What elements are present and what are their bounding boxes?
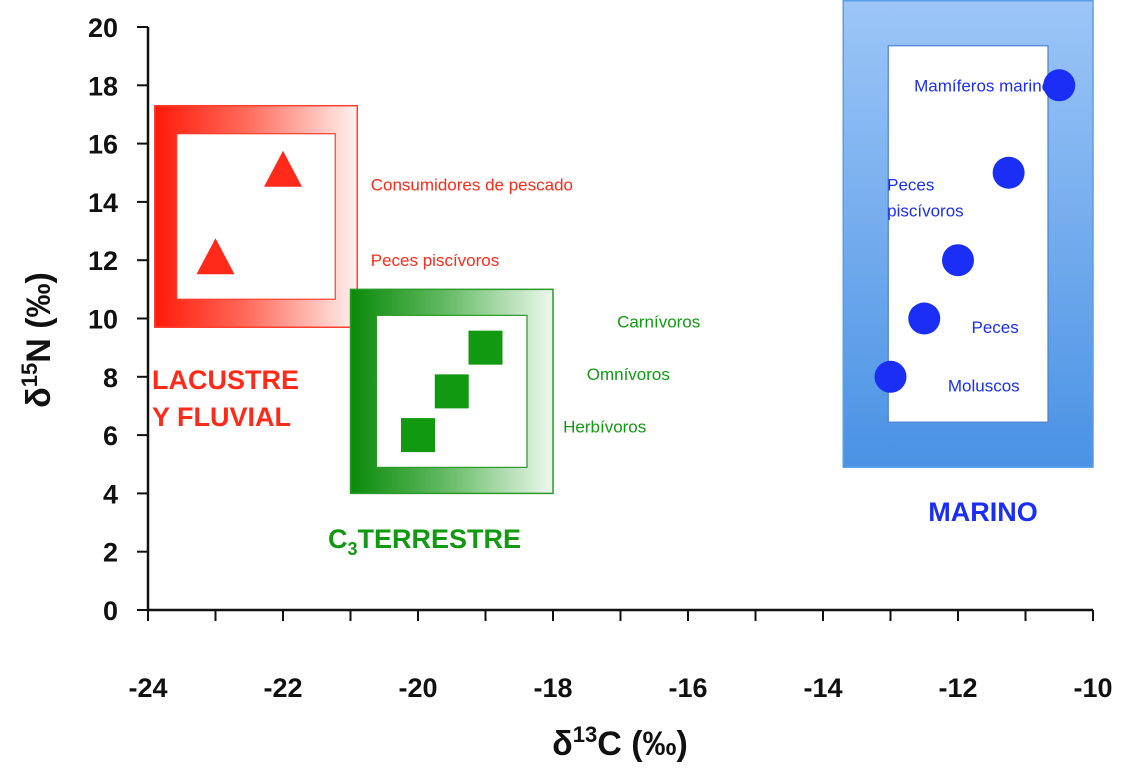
x-tick-label: -18	[533, 673, 572, 703]
circle-marker	[942, 244, 974, 277]
y-axis-title: δ15N (‰)	[17, 272, 58, 408]
x-tick-label: -12	[938, 673, 977, 703]
point-annotation: Consumidores de pescado	[371, 175, 573, 194]
group-label-c3-terrestre: C3TERRESTRE	[328, 524, 521, 559]
point-annotation: Moluscos	[948, 377, 1020, 396]
y-tick-label: 0	[103, 596, 118, 626]
axes: -24 -22 -20 -18 -16 -14 -12 -10 0 2 4 6 8 10 12 14 16 18 2…	[88, 13, 1113, 703]
point-annotation: Omnívoros	[587, 365, 670, 384]
x-tick-label: -16	[668, 673, 707, 703]
x-tick-label: -24	[128, 673, 167, 703]
group-label-marino: MARINO	[928, 497, 1038, 527]
y-tick-label: 4	[103, 479, 118, 509]
circle-marker	[1043, 69, 1076, 102]
y-tick-label: 8	[103, 363, 118, 393]
y-tick-label: 16	[88, 130, 118, 160]
point-annotation: Peces	[887, 175, 934, 194]
point-annotation: Mamíferos marinos	[914, 76, 1059, 95]
point-annotation: piscívoros	[887, 202, 964, 221]
x-axis-title: δ13C (‰)	[552, 722, 688, 763]
data-points	[196, 69, 1076, 453]
triangle-marker	[264, 150, 302, 187]
square-marker	[434, 374, 469, 409]
x-tick-label: -10	[1073, 673, 1112, 703]
point-annotation: Peces piscívoros	[371, 251, 500, 270]
y-tick-label: 20	[88, 13, 118, 43]
x-tick-label: -14	[803, 673, 842, 703]
square-marker	[401, 418, 435, 453]
triangle-marker	[196, 238, 235, 275]
square-marker	[468, 330, 503, 365]
region-marino-inner	[887, 45, 1049, 423]
y-tick-label: 14	[88, 188, 118, 218]
annotations: Consumidores de pescado Peces piscívoros C…	[371, 76, 1060, 436]
group-label-lacustre-fluvial: LACUSTRE	[152, 365, 299, 395]
point-annotation: Peces	[972, 318, 1019, 337]
region-lacustre-fluvial-inner	[176, 133, 336, 300]
axis-titles: δ13C (‰) δ15N (‰)	[17, 272, 688, 763]
circle-marker	[992, 156, 1025, 189]
circle-marker	[908, 302, 941, 335]
y-tick-label: 18	[88, 71, 118, 101]
y-tick-label: 12	[88, 246, 118, 276]
point-annotation: Herbívoros	[563, 417, 646, 436]
y-tick-label: 6	[103, 421, 118, 451]
group-labels: LACUSTRE Y FLUVIAL C3TERRESTRE MARINO	[152, 365, 1038, 559]
y-tick-label: 2	[103, 538, 118, 568]
circle-marker	[874, 360, 907, 393]
point-annotation: Carnívoros	[617, 312, 700, 331]
group-label-lacustre-fluvial: Y FLUVIAL	[152, 402, 291, 432]
x-tick-label: -22	[263, 673, 302, 703]
y-tick-label: 10	[88, 305, 118, 335]
x-tick-label: -20	[398, 673, 437, 703]
